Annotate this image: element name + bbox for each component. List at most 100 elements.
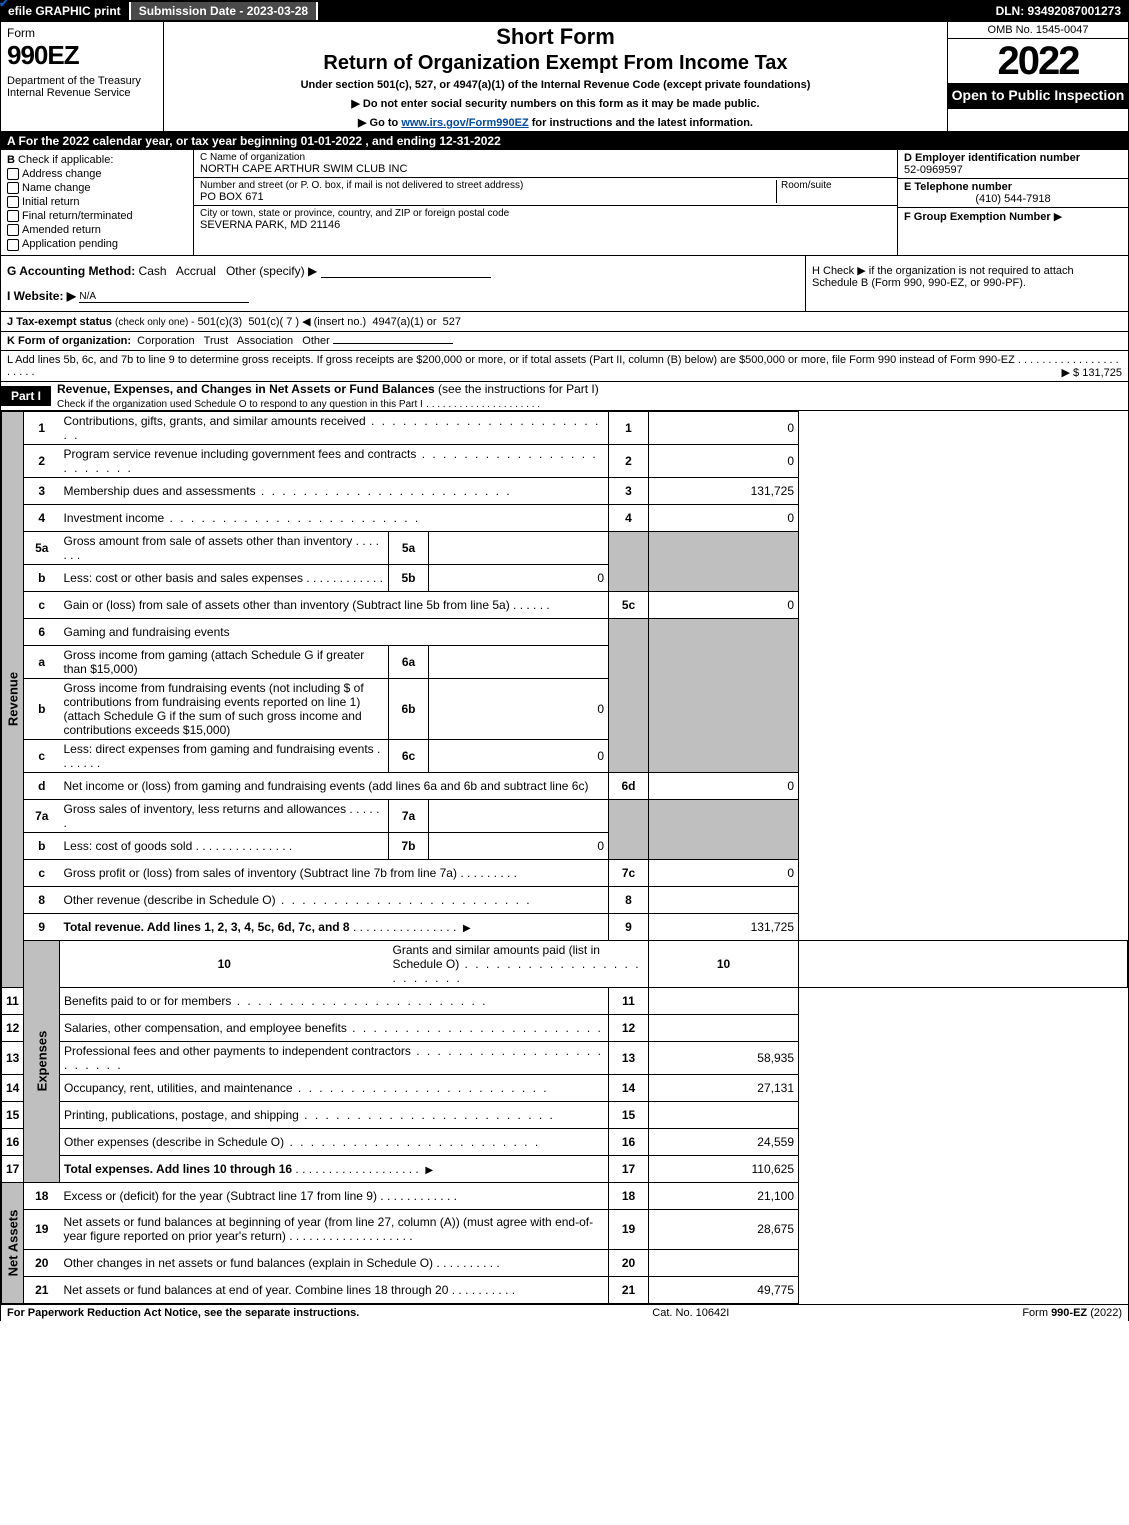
other-org-input[interactable] (333, 343, 453, 344)
city-cell: City or town, state or province, country… (194, 206, 897, 244)
col-b-checkboxes: B Check if applicable: Address change Na… (1, 150, 194, 255)
street-value: PO BOX 671 (200, 191, 772, 203)
table-row: 12 Salaries, other compensation, and emp… (2, 1014, 1128, 1041)
h-text1: H Check ▶ (812, 265, 866, 277)
part-i-header: Part I Revenue, Expenses, and Changes in… (1, 382, 1128, 411)
part-i-tag: Part I (1, 386, 51, 406)
check-amended-return[interactable]: Amended return (7, 224, 187, 236)
section-b-to-f: B Check if applicable: Address change Na… (1, 150, 1128, 256)
amount-21: 49,775 (649, 1276, 799, 1303)
amount-20 (649, 1249, 799, 1276)
form-header: Form 990EZ Department of the Treasury In… (1, 22, 1128, 132)
table-row: 13 Professional fees and other payments … (2, 1041, 1128, 1074)
table-row: c Gain or (loss) from sale of assets oth… (2, 591, 1128, 618)
col-d-e-f: D Employer identification number 52-0969… (897, 150, 1128, 255)
amount-18: 21,100 (649, 1182, 799, 1209)
table-row: 17 Total expenses. Add lines 10 through … (2, 1155, 1128, 1182)
amount-6b: 0 (429, 678, 609, 739)
phone-cell: E Telephone number (410) 544-7918 (898, 179, 1128, 208)
table-row: c Gross profit or (loss) from sales of i… (2, 859, 1128, 886)
table-row: Revenue 1 Contributions, gifts, grants, … (2, 411, 1128, 444)
amount-4: 0 (649, 504, 799, 531)
table-row: Expenses 10 Grants and similar amounts p… (2, 940, 1128, 987)
department: Department of the Treasury Internal Reve… (7, 75, 157, 99)
row-g-h: G Accounting Method: Cash Accrual Other … (1, 256, 1128, 312)
city-value: SEVERNA PARK, MD 21146 (200, 219, 891, 231)
amount-5b: 0 (429, 564, 609, 591)
website-value: N/A (79, 288, 249, 303)
warning-ssn: ▶ Do not enter social security numbers o… (170, 97, 941, 110)
b-check-label: Check if applicable: (18, 154, 113, 166)
amount-6a (429, 645, 609, 678)
dln: DLN: 93492087001273 (988, 2, 1129, 20)
table-row: 9 Total revenue. Add lines 1, 2, 3, 4, 5… (2, 913, 1128, 940)
amount-14: 27,131 (649, 1074, 799, 1101)
table-row: 4 Investment income 4 0 (2, 504, 1128, 531)
amount-10 (799, 940, 1128, 987)
irs-link[interactable]: www.irs.gov/Form990EZ (401, 117, 528, 129)
table-row: b Less: cost or other basis and sales ex… (2, 564, 1128, 591)
form-title-block: Short Form Return of Organization Exempt… (164, 22, 947, 131)
other-input[interactable] (321, 277, 491, 278)
table-row: 20 Other changes in net assets or fund b… (2, 1249, 1128, 1276)
link-instructions[interactable]: ▶ Go to www.irs.gov/Form990EZ for instru… (170, 116, 941, 129)
g-label: G Accounting Method: (7, 264, 135, 278)
check-address-change[interactable]: Address change (7, 168, 187, 180)
l-text: L Add lines 5b, 6c, and 7b to line 9 to … (7, 354, 1015, 366)
table-row: b Less: cost of goods sold . . . . . . .… (2, 832, 1128, 859)
b-label: B (7, 154, 15, 166)
j-hint: (check only one) - (115, 317, 194, 328)
check-initial-return[interactable]: Initial return (7, 196, 187, 208)
amount-17: 110,625 (649, 1155, 799, 1182)
amount-6c: 0 (429, 739, 609, 772)
form-word: Form (7, 26, 157, 40)
table-row: 11 Benefits paid to or for members 11 (2, 987, 1128, 1014)
ghi-right: H Check ▶ if the organization is not req… (805, 256, 1128, 311)
amount-9: 131,725 (649, 913, 799, 940)
phone-value: (410) 544-7918 (904, 193, 1122, 205)
open-to-public: Open to Public Inspection (948, 83, 1128, 109)
amount-11 (649, 987, 799, 1014)
amount-1: 0 (649, 411, 799, 444)
part-i-title: Revenue, Expenses, and Changes in Net As… (57, 382, 435, 396)
table-row: 16 Other expenses (describe in Schedule … (2, 1128, 1128, 1155)
table-row: Net Assets 18 Excess or (deficit) for th… (2, 1182, 1128, 1209)
amount-12 (649, 1014, 799, 1041)
room-label: Room/suite (781, 180, 891, 191)
amount-5c: 0 (649, 591, 799, 618)
amount-19: 28,675 (649, 1209, 799, 1249)
ein-cell: D Employer identification number 52-0969… (898, 150, 1128, 179)
title-short-form: Short Form (170, 24, 941, 50)
amount-7c: 0 (649, 859, 799, 886)
j-label: J Tax-exempt status (7, 316, 112, 328)
check-final-return[interactable]: Final return/terminated (7, 210, 187, 222)
table-row: 5a Gross amount from sale of assets othe… (2, 531, 1128, 564)
col-c-name-address: C Name of organization NORTH CAPE ARTHUR… (194, 150, 897, 255)
l-amount: 131,725 (1082, 367, 1122, 379)
org-name: NORTH CAPE ARTHUR SWIM CLUB INC (200, 163, 891, 175)
check-application-pending[interactable]: Application pending (7, 238, 187, 250)
amount-7a (429, 799, 609, 832)
l-arrow: ▶ $ (1062, 367, 1080, 379)
check-name-change[interactable]: Name change (7, 182, 187, 194)
amount-7b: 0 (429, 832, 609, 859)
page-footer: For Paperwork Reduction Act Notice, see … (1, 1304, 1128, 1321)
footer-right: Form 990-EZ (2022) (1022, 1307, 1122, 1319)
table-row: 8 Other revenue (describe in Schedule O)… (2, 886, 1128, 913)
part-i-hint: (see the instructions for Part I) (438, 382, 599, 396)
row-l: L Add lines 5b, 6c, and 7b to line 9 to … (1, 351, 1128, 382)
row-j: J Tax-exempt status (check only one) - 5… (1, 312, 1128, 332)
row-k: K Form of organization: Corporation Trus… (1, 332, 1128, 351)
subtitle: Under section 501(c), 527, or 4947(a)(1)… (170, 79, 941, 91)
amount-5a (429, 531, 609, 564)
org-name-cell: C Name of organization NORTH CAPE ARTHUR… (194, 150, 897, 178)
table-row: 19 Net assets or fund balances at beginn… (2, 1209, 1128, 1249)
group-exemption-label: F Group Exemption Number (904, 211, 1051, 223)
submission-date: Submission Date - 2023-03-28 (131, 2, 318, 20)
footer-left: For Paperwork Reduction Act Notice, see … (7, 1307, 359, 1319)
amount-3: 131,725 (649, 477, 799, 504)
amount-6d: 0 (649, 772, 799, 799)
table-row: 2 Program service revenue including gove… (2, 444, 1128, 477)
org-name-label: C Name of organization (200, 152, 891, 163)
efile-button[interactable]: efile GRAPHIC print (0, 2, 131, 20)
